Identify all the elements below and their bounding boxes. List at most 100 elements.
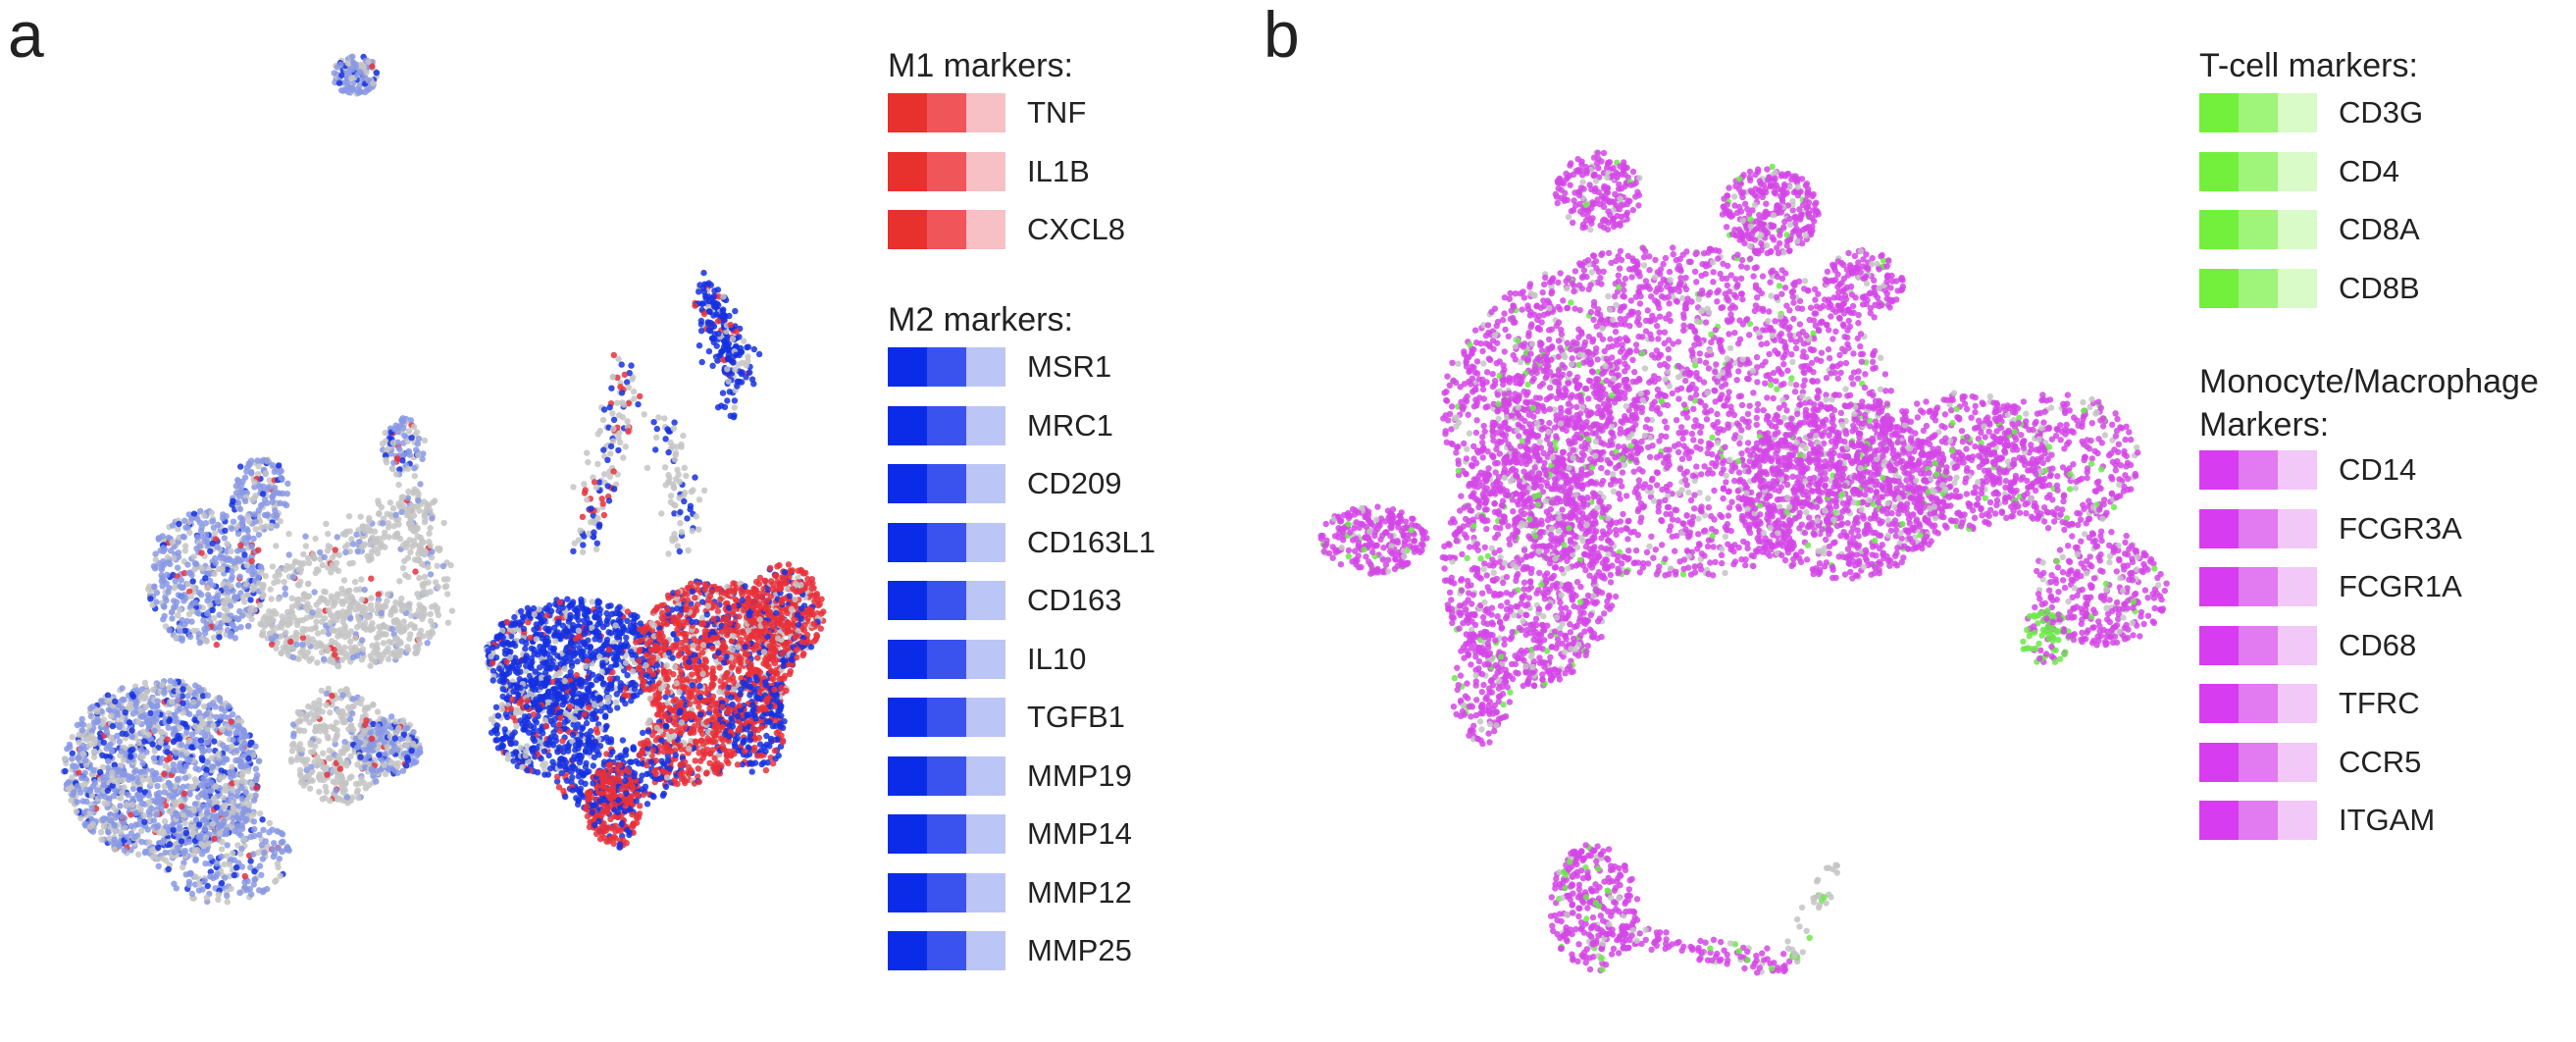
point — [408, 747, 415, 755]
point — [251, 479, 258, 486]
point — [599, 659, 606, 666]
point — [316, 788, 323, 796]
point — [120, 756, 128, 763]
point — [73, 762, 79, 770]
point — [393, 763, 401, 770]
point — [266, 819, 274, 827]
point — [234, 547, 241, 554]
point — [252, 765, 260, 772]
point — [292, 629, 300, 637]
point — [62, 767, 69, 775]
point — [293, 621, 301, 629]
point — [561, 665, 568, 672]
point — [542, 669, 549, 676]
point — [332, 547, 338, 553]
point — [325, 543, 332, 549]
point — [427, 524, 434, 532]
point — [345, 513, 353, 520]
point — [299, 629, 306, 637]
point — [251, 606, 258, 613]
point — [328, 593, 335, 599]
point — [185, 809, 192, 816]
point — [134, 718, 142, 725]
point — [562, 626, 569, 634]
point — [325, 735, 332, 742]
point — [250, 810, 257, 818]
point — [563, 658, 570, 665]
point — [222, 755, 230, 762]
point — [194, 727, 201, 734]
point — [299, 755, 306, 762]
point — [278, 624, 285, 631]
point — [294, 718, 301, 725]
point — [411, 473, 418, 480]
point — [223, 585, 230, 592]
point — [235, 722, 242, 730]
point — [497, 621, 504, 628]
point — [357, 61, 365, 69]
point — [188, 890, 196, 898]
point — [247, 858, 254, 864]
point — [230, 518, 237, 525]
point — [263, 457, 270, 464]
point — [204, 610, 211, 617]
point — [350, 703, 357, 709]
point — [140, 768, 147, 775]
point — [493, 635, 500, 642]
point — [116, 738, 124, 745]
point — [156, 797, 164, 805]
point — [305, 559, 313, 566]
point — [585, 637, 592, 644]
point — [416, 640, 423, 647]
point — [311, 589, 318, 596]
point — [530, 604, 538, 612]
point — [572, 635, 580, 643]
point — [345, 60, 352, 67]
point — [224, 892, 231, 900]
point — [223, 512, 230, 520]
point — [623, 634, 630, 642]
point — [221, 604, 228, 612]
point — [181, 774, 189, 781]
point — [175, 564, 181, 571]
point — [421, 437, 429, 444]
point — [243, 468, 250, 475]
point — [376, 651, 383, 658]
point — [321, 553, 328, 561]
point — [550, 645, 558, 652]
point — [260, 583, 267, 590]
point — [185, 881, 192, 889]
point — [227, 633, 234, 640]
point — [166, 717, 173, 725]
point — [271, 484, 279, 492]
point — [73, 808, 80, 815]
point — [637, 620, 644, 627]
point — [201, 630, 209, 637]
point — [414, 525, 421, 532]
point — [341, 780, 349, 788]
point — [165, 724, 172, 731]
point — [184, 561, 191, 568]
point — [262, 470, 270, 477]
point — [128, 774, 135, 781]
point — [245, 801, 253, 808]
point — [216, 695, 224, 702]
point — [283, 562, 290, 570]
point — [338, 72, 345, 78]
point — [161, 689, 168, 696]
point — [251, 825, 258, 833]
point — [171, 598, 178, 604]
point — [211, 835, 218, 843]
point — [260, 628, 267, 636]
point — [419, 538, 426, 545]
point — [193, 847, 201, 854]
point — [606, 706, 614, 713]
point — [180, 863, 186, 871]
point — [335, 79, 343, 86]
point — [285, 847, 292, 854]
point — [247, 833, 255, 840]
point — [233, 594, 241, 600]
point — [276, 462, 283, 469]
point — [255, 849, 262, 857]
